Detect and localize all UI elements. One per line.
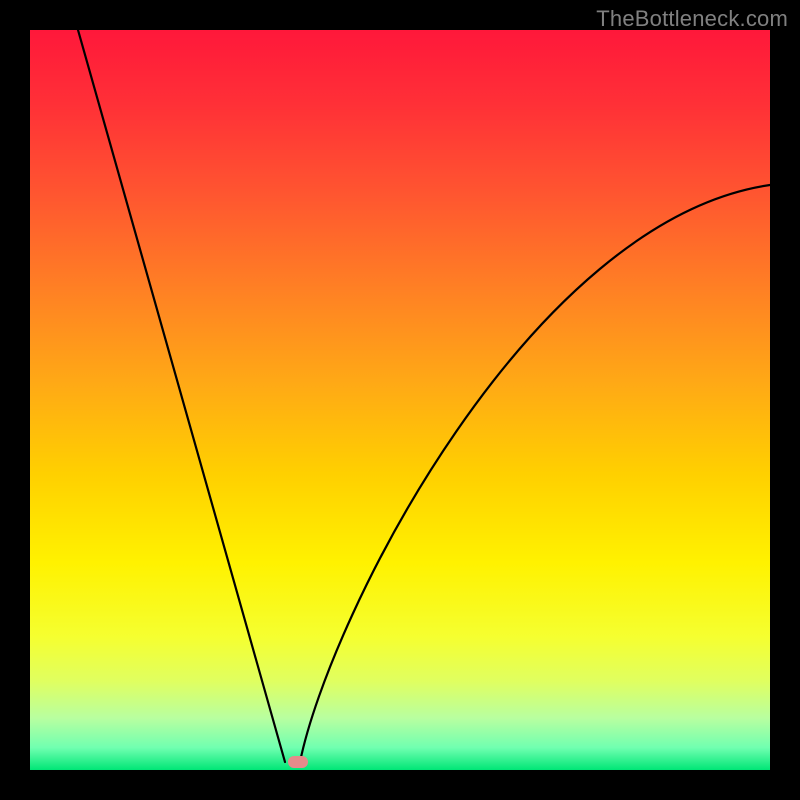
chart-area [30, 30, 770, 770]
minimum-marker [288, 756, 308, 768]
bottleneck-curve [30, 30, 770, 770]
watermark-text: TheBottleneck.com [596, 6, 788, 32]
